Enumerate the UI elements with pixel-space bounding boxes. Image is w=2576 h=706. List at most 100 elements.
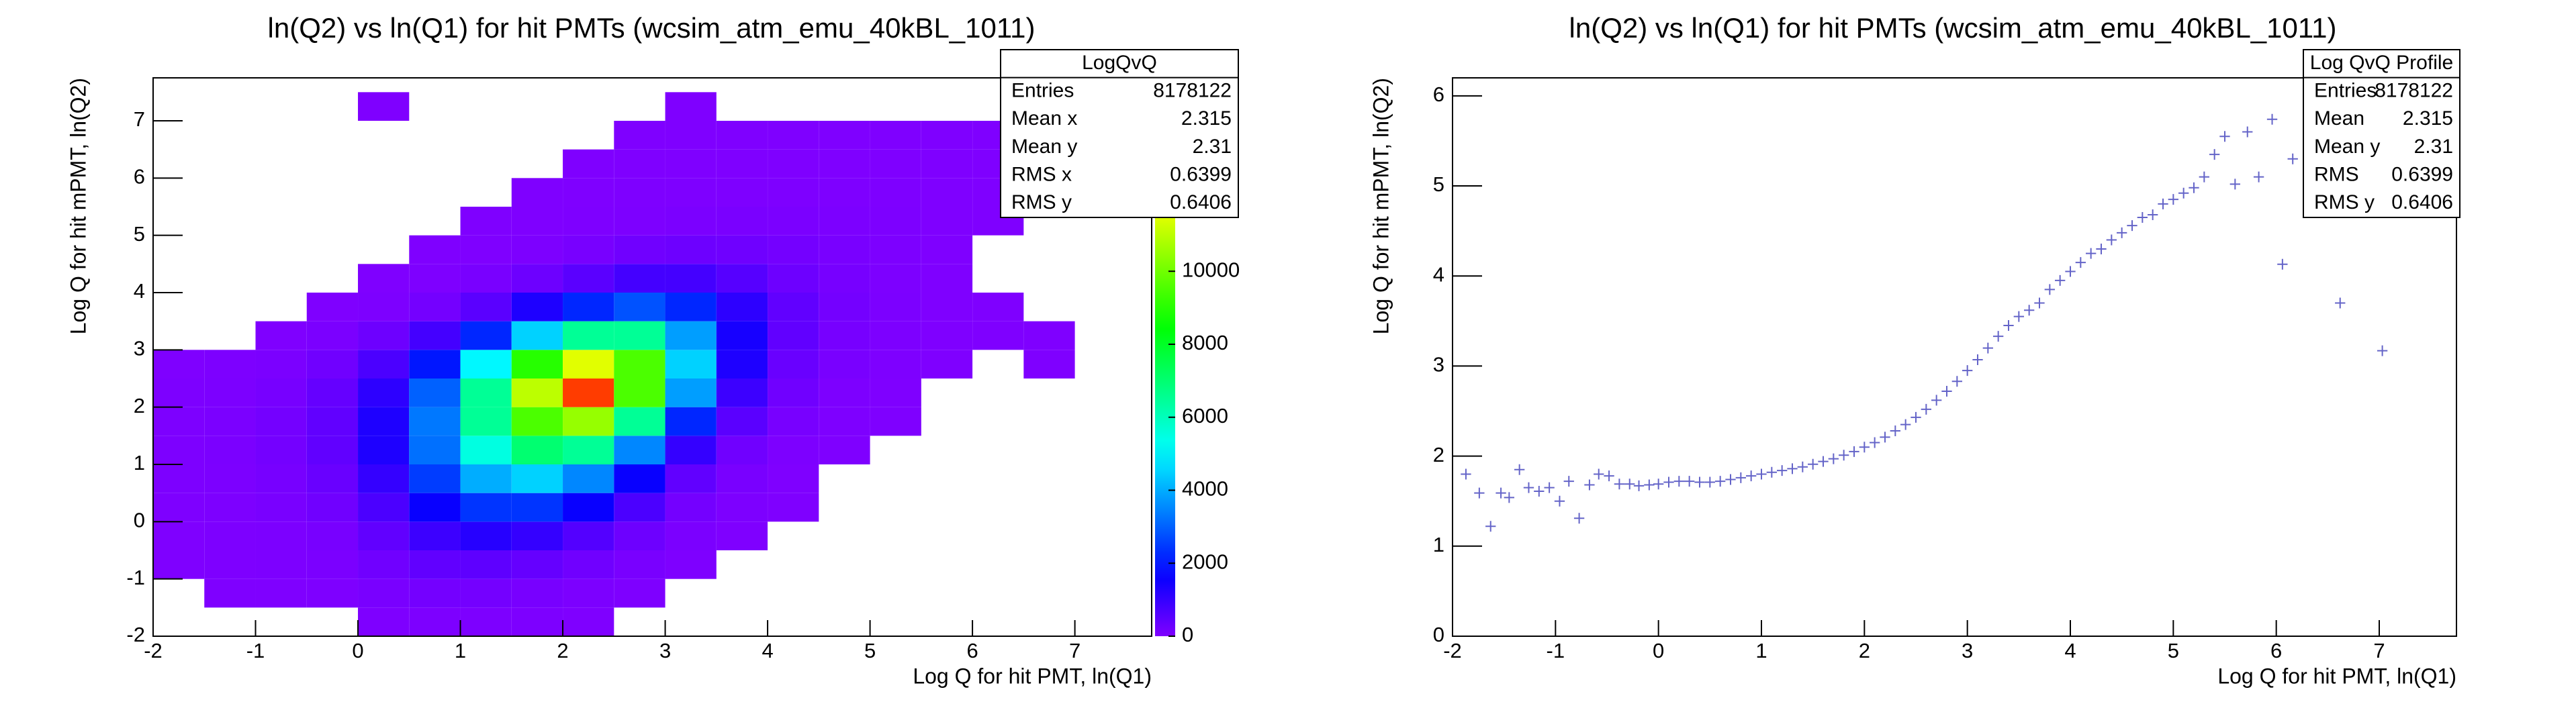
heatmap-cell <box>307 178 358 207</box>
heatmap-cell <box>1075 350 1126 379</box>
profile-point <box>1911 411 1921 423</box>
profile-point <box>1573 513 1585 524</box>
heatmap-cell <box>563 550 614 579</box>
profile-point <box>1544 482 1555 493</box>
profile-point <box>1663 476 1674 488</box>
heatmap-cell <box>614 407 665 436</box>
heatmap-cell <box>204 321 255 350</box>
heatmap-cell <box>768 149 819 179</box>
profile-point <box>2277 258 2288 270</box>
heatmap-cell <box>204 264 255 293</box>
profile-point <box>2287 153 2298 164</box>
profile-point <box>1756 468 1767 480</box>
heatmap-cell <box>1023 436 1074 464</box>
heatmap-cell <box>870 92 921 121</box>
heatmap-cell <box>512 92 563 121</box>
y-tick-label: 5 <box>1433 172 1444 196</box>
profile-point <box>2158 198 2168 209</box>
profile-point <box>1594 468 1604 480</box>
heatmap-cell <box>972 379 1023 407</box>
heatmap-cell <box>1075 579 1126 608</box>
heatmap-cell <box>461 178 512 207</box>
profile-point <box>1496 487 1506 499</box>
profile-point <box>2013 311 2024 322</box>
heatmap-cell <box>256 293 307 321</box>
x-tick-label: -2 <box>144 639 163 662</box>
heatmap-cell <box>870 493 921 522</box>
heatmap-cell <box>972 293 1024 321</box>
heatmap-cell <box>511 207 563 236</box>
profile-point <box>2106 234 2117 246</box>
heatmap-cell <box>768 407 819 436</box>
profile-point <box>1993 331 2004 342</box>
heatmap-cell <box>563 379 614 407</box>
heatmap-cell <box>870 550 921 579</box>
profile-point <box>1818 456 1829 467</box>
stats-label: Entries <box>2314 79 2377 101</box>
x-tick-label: 3 <box>659 639 671 662</box>
heatmap-cell <box>511 350 563 379</box>
profile-point <box>1514 464 1525 475</box>
heatmap-cell <box>1023 464 1074 493</box>
heatmap-cell <box>307 207 358 236</box>
heatmap-cell <box>614 321 665 350</box>
y-tick-label: 4 <box>134 279 145 303</box>
heatmap-cell <box>716 178 768 207</box>
heatmap-cell <box>1023 407 1074 436</box>
heatmap-cell <box>153 579 204 608</box>
heatmap-cell <box>358 436 410 464</box>
stats-label: Mean <box>2314 107 2364 130</box>
profile-point <box>1870 437 1880 448</box>
heatmap-cell <box>1023 379 1074 407</box>
heatmap-cell <box>717 92 768 121</box>
heatmap-cell <box>768 464 819 493</box>
heatmap-cell <box>358 207 409 236</box>
profile-point <box>1461 468 1471 480</box>
heatmap-cell <box>409 578 461 608</box>
heatmap-cell <box>819 436 870 464</box>
heatmap-cell <box>870 407 921 436</box>
heatmap-cell <box>1023 579 1074 608</box>
heatmap-cell <box>819 235 870 264</box>
heatmap-cell <box>358 293 410 321</box>
heatmap-cell <box>358 150 409 179</box>
heatmap-cell <box>563 607 614 636</box>
heatmap-cell <box>563 321 614 350</box>
heatmap-cell <box>921 121 973 150</box>
x-tick-label: 4 <box>762 639 773 662</box>
y-tick-label: 2 <box>1433 443 1444 466</box>
heatmap-cell <box>255 379 307 407</box>
heatmap-cell <box>717 550 768 579</box>
profile-point <box>1694 476 1705 488</box>
heatmap-cell <box>256 236 307 264</box>
x-tick-label: 0 <box>352 639 363 662</box>
heatmap-cell <box>358 178 409 207</box>
profile-point <box>1962 365 1973 376</box>
heatmap-cell <box>870 464 921 493</box>
heatmap-cell <box>511 464 563 493</box>
profile-point <box>1931 395 1942 406</box>
heatmap-cell <box>204 379 256 407</box>
heatmap-cell <box>307 264 358 293</box>
heatmap-cell <box>1075 436 1126 464</box>
heatmap-cell <box>665 436 717 464</box>
profile-point <box>2075 257 2086 268</box>
heatmap-cell <box>921 407 972 436</box>
heatmap-cell <box>870 436 921 464</box>
heatmap-cell <box>409 178 460 207</box>
heatmap-cell <box>614 121 665 150</box>
heatmap-cell <box>716 321 768 350</box>
heatmap-cell <box>511 264 563 293</box>
heatmap-cell <box>1023 607 1074 636</box>
heatmap-cell <box>409 264 461 293</box>
heatmap-cell <box>511 407 563 436</box>
chart-title: ln(Q2) vs ln(Q1) for hit PMTs (wcsim_atm… <box>1569 12 2337 44</box>
heatmap-cell <box>153 350 205 379</box>
heatmap-cell <box>511 178 563 207</box>
heatmap-cell <box>409 493 461 522</box>
heatmap-cell <box>614 550 665 579</box>
heatmap-cell <box>306 578 359 608</box>
heatmap-cell <box>153 92 204 121</box>
profile-point <box>2189 182 2199 193</box>
